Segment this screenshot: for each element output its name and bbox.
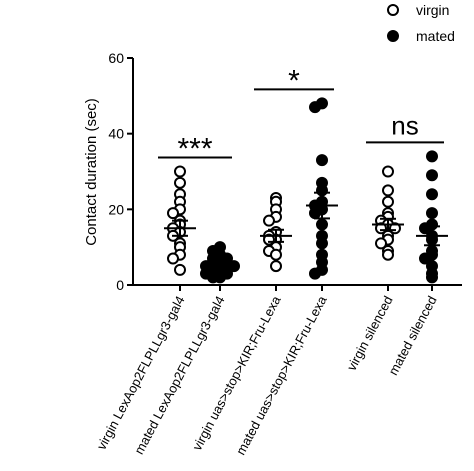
- data-point: [263, 214, 275, 227]
- legend-label: virgin: [416, 2, 449, 18]
- significance-label: *: [288, 64, 300, 97]
- data-point: [426, 150, 438, 163]
- y-tick-label: 60: [108, 50, 124, 66]
- data-point: [309, 101, 321, 114]
- x-tick-label: mated silenced: [385, 293, 439, 377]
- data-point: [426, 271, 438, 284]
- x-tick-label: virgin silenced: [344, 293, 396, 373]
- data-point: [426, 207, 438, 220]
- data-point: [382, 165, 394, 178]
- data-point: [426, 188, 438, 201]
- data-point: [316, 218, 328, 231]
- data-point: [316, 237, 328, 250]
- data-point: [167, 207, 179, 220]
- data-point: [316, 154, 328, 167]
- data-point: [382, 195, 394, 208]
- data-point: [375, 237, 387, 250]
- y-tick-label: 40: [108, 126, 124, 142]
- legend-marker: [387, 30, 399, 42]
- significance-label: ns: [391, 110, 418, 140]
- legend-label: mated: [416, 28, 455, 44]
- data-point: [382, 248, 394, 261]
- data-point: [309, 207, 321, 220]
- data-point: [167, 252, 179, 265]
- data-point: [270, 248, 282, 261]
- data-point: [270, 260, 282, 273]
- data-point: [174, 263, 186, 276]
- y-tick-label: 0: [116, 277, 124, 293]
- data-point: [309, 267, 321, 280]
- data-point: [174, 165, 186, 178]
- data-point: [419, 252, 431, 265]
- y-tick-label: 20: [108, 201, 124, 217]
- legend-marker: [387, 4, 399, 16]
- y-axis-title: Contact duration (sec): [83, 98, 100, 246]
- data-point: [207, 271, 219, 284]
- data-point: [382, 184, 394, 197]
- x-tick-label: mated uas>stop>KIR;Fru-Lexa: [233, 293, 330, 458]
- data-point: [174, 176, 186, 189]
- data-point: [426, 169, 438, 182]
- significance-label: ***: [177, 133, 212, 166]
